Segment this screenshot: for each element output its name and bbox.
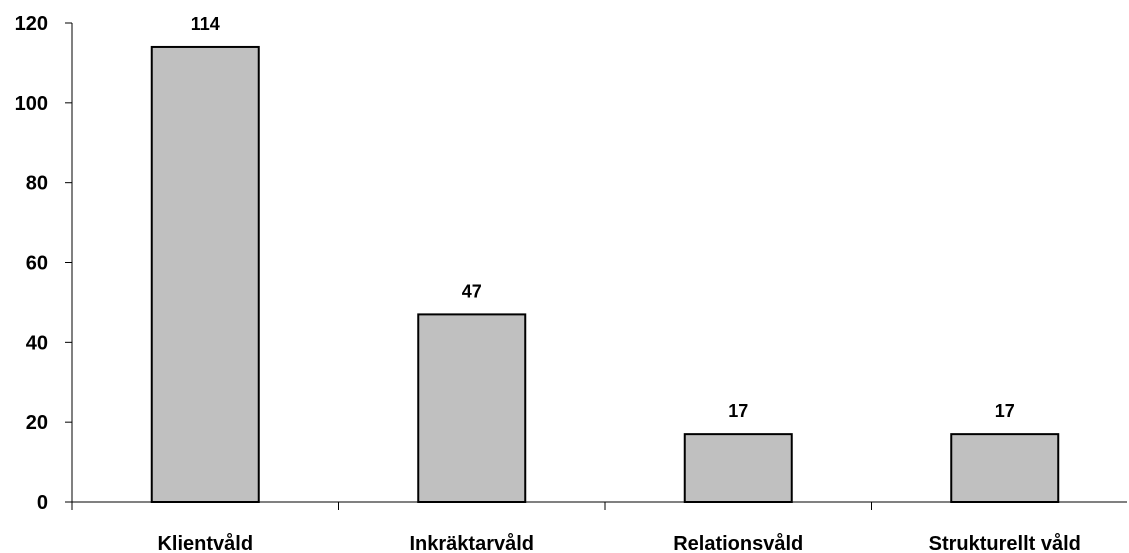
x-category-label: Inkräktarvåld [409,532,534,553]
bars [150,45,1060,503]
bar [150,45,260,503]
bar [950,433,1060,503]
y-tick-label: 120 [15,13,48,35]
y-tick-label: 100 [15,93,48,115]
y-tick-label: 0 [37,492,48,514]
y-tick-label: 60 [26,253,48,275]
y-tick-label: 40 [26,332,48,354]
y-tick-label: 80 [26,173,48,195]
bar-value-label: 17 [995,401,1015,421]
x-category-label: Strukturellt våld [929,532,1081,553]
y-tick-label: 20 [26,412,48,434]
bar-value-label: 47 [462,281,482,301]
bar-value-label: 114 [191,14,220,34]
data-labels: 114 47 17 17 [191,14,1015,421]
x-category-label: Klientvåld [157,532,253,553]
bar [683,433,793,503]
bar [417,313,527,503]
y-axis-ticks: 0 20 40 60 80 100 120 [15,13,72,514]
x-axis-categories: Klientvåld Inkräktarvåld Relationsvåld Stru… [157,532,1080,553]
bar-value-label: 17 [728,401,748,421]
x-category-label: Relationsvåld [673,532,803,553]
